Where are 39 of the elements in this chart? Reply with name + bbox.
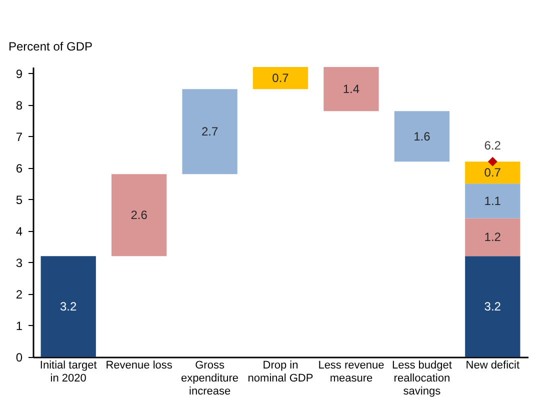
- data-label: 1.4: [342, 82, 360, 96]
- y-tick-label: 9: [16, 66, 23, 81]
- y-tick-label: 7: [16, 130, 23, 144]
- y-tick-label: 3: [16, 256, 23, 270]
- y-tick-label: 5: [16, 192, 23, 207]
- bar: [324, 67, 379, 112]
- y-tick-label: 4: [16, 224, 23, 238]
- y-tick-label: 1: [16, 318, 23, 333]
- bar: [40, 256, 96, 357]
- y-tick-label: 6: [16, 161, 23, 176]
- data-label: 2.7: [201, 124, 218, 139]
- data-label: 2.6: [130, 208, 148, 222]
- bar: [465, 184, 520, 218]
- x-tick-label: Drop in nominal GDP: [248, 360, 314, 384]
- bar: [465, 218, 520, 256]
- data-label: 3.2: [60, 300, 78, 314]
- x-tick-label: Gross expenditure increase: [181, 360, 239, 398]
- data-label: 0.7: [484, 166, 502, 180]
- data-label: 1.6: [414, 129, 431, 144]
- x-tick-label: Less revenue measure: [318, 360, 384, 384]
- bar: [182, 89, 238, 174]
- y-tick-label: 0: [16, 350, 23, 364]
- y-axis-title: Percent of GDP: [8, 40, 93, 54]
- x-tick-label: Less budget reallocation savings: [392, 360, 452, 398]
- x-tick-label: Revenue loss: [106, 360, 173, 372]
- bar: [465, 256, 520, 357]
- data-label: 1.1: [484, 194, 502, 208]
- y-tick-label: 8: [16, 98, 23, 112]
- data-label: 6.2: [484, 138, 502, 153]
- data-label: 3.2: [484, 300, 502, 314]
- bar: [394, 111, 450, 162]
- data-label: 1.2: [484, 230, 502, 244]
- bar: [252, 67, 308, 90]
- data-label: 0.7: [272, 71, 290, 86]
- bar: [111, 174, 167, 256]
- x-tick-label: Initial target in 2020: [40, 360, 97, 384]
- y-tick-label: 2: [16, 287, 23, 302]
- bar: [465, 162, 520, 184]
- x-tick-label: New deficit: [466, 360, 520, 372]
